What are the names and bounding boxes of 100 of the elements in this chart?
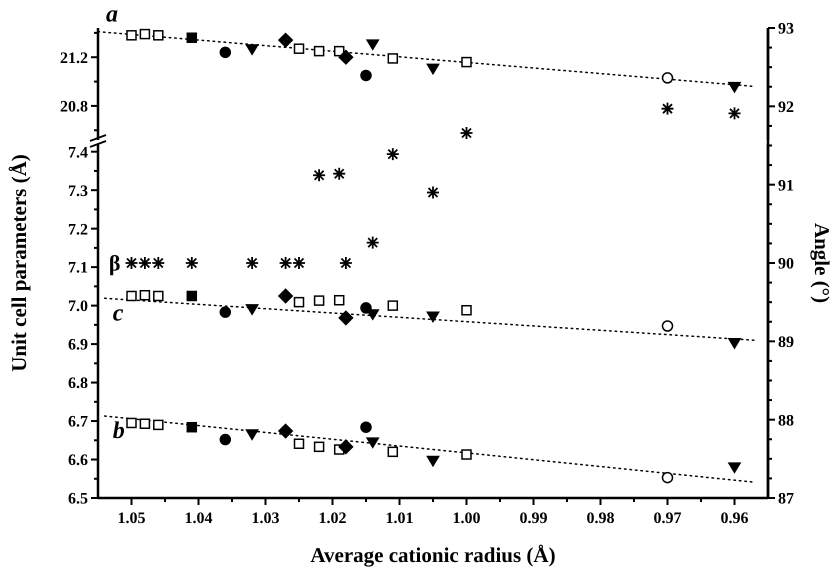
point bbox=[153, 420, 164, 430]
x-axis-title: Average cationic radius (Å) bbox=[310, 543, 556, 567]
x-tick-label: 1.04 bbox=[184, 510, 212, 527]
x-tick-label: 0.98 bbox=[586, 510, 614, 527]
y2-axis-title: Angle (°) bbox=[810, 222, 834, 304]
x-tick-label: 1.00 bbox=[452, 510, 480, 527]
point bbox=[426, 186, 440, 200]
point bbox=[360, 421, 372, 433]
y2-tick-label: 92 bbox=[778, 98, 794, 116]
x-tick-label: 0.99 bbox=[520, 510, 548, 527]
point bbox=[278, 256, 292, 270]
point bbox=[140, 290, 150, 300]
point bbox=[312, 168, 326, 182]
point bbox=[386, 147, 400, 162]
series-label: c bbox=[112, 300, 124, 326]
point bbox=[220, 306, 232, 318]
point bbox=[461, 304, 472, 316]
point bbox=[332, 166, 346, 181]
point bbox=[338, 439, 354, 454]
point bbox=[153, 290, 164, 302]
y2-tick-label: 89 bbox=[778, 334, 794, 351]
point bbox=[662, 72, 674, 84]
point bbox=[338, 310, 354, 326]
point bbox=[220, 434, 232, 446]
point bbox=[314, 295, 324, 306]
y-tick-label: 7.2 bbox=[68, 221, 88, 238]
point bbox=[140, 418, 150, 429]
y-tick-label: 7.4 bbox=[68, 144, 88, 162]
point bbox=[153, 30, 164, 41]
point bbox=[140, 28, 150, 40]
point bbox=[126, 418, 137, 428]
point bbox=[246, 44, 259, 56]
y-tick-label: 6.7 bbox=[68, 414, 88, 431]
point bbox=[314, 442, 324, 452]
point bbox=[186, 290, 198, 302]
point bbox=[461, 56, 472, 68]
point bbox=[138, 256, 152, 270]
point bbox=[426, 64, 440, 75]
y2-tick-label: 87 bbox=[778, 490, 794, 508]
point bbox=[388, 53, 398, 64]
point bbox=[426, 456, 440, 467]
y-tick-label: 7.0 bbox=[68, 298, 88, 316]
x-tick-label: 1.01 bbox=[386, 510, 414, 527]
y-tick-label: 7.3 bbox=[68, 182, 88, 200]
y-tick-label: 7.1 bbox=[68, 260, 88, 277]
series-label: b bbox=[112, 418, 125, 444]
x-tick-label: 0.97 bbox=[654, 510, 682, 527]
point bbox=[184, 256, 199, 270]
point bbox=[728, 462, 741, 474]
point bbox=[366, 39, 380, 50]
y2-tick-label: 93 bbox=[778, 20, 794, 38]
point bbox=[660, 102, 674, 116]
point bbox=[186, 422, 198, 432]
x-tick-label: 1.03 bbox=[252, 510, 280, 527]
y-tick-label: 20.8 bbox=[60, 98, 88, 116]
y-axis-title: Unit cell parameters (Å) bbox=[7, 154, 31, 372]
y-tick-label: 21.2 bbox=[60, 50, 88, 67]
point bbox=[151, 256, 166, 270]
y-tick-label: 6.6 bbox=[68, 452, 88, 470]
y2-tick-label: 88 bbox=[778, 412, 794, 430]
point bbox=[460, 126, 474, 140]
point bbox=[366, 309, 380, 320]
y2-tick-label: 90 bbox=[778, 256, 794, 273]
point bbox=[366, 437, 380, 448]
y-tick-label: 6.8 bbox=[68, 375, 88, 392]
point bbox=[461, 449, 472, 460]
point bbox=[278, 288, 294, 304]
y-tick-label: 6.9 bbox=[68, 336, 88, 354]
point bbox=[314, 46, 324, 56]
x-tick-label: 1.02 bbox=[318, 510, 346, 527]
x-tick-label: 1.05 bbox=[118, 510, 146, 527]
point bbox=[426, 312, 440, 322]
y2-tick-label: 91 bbox=[778, 177, 794, 194]
point bbox=[126, 30, 137, 41]
point bbox=[728, 82, 741, 93]
point bbox=[246, 429, 259, 440]
point bbox=[292, 256, 306, 270]
point bbox=[388, 446, 398, 458]
point bbox=[338, 50, 354, 65]
point bbox=[294, 296, 304, 308]
point bbox=[245, 256, 259, 270]
point bbox=[124, 256, 138, 270]
series-label: a bbox=[106, 2, 118, 28]
point bbox=[388, 300, 398, 311]
point bbox=[294, 438, 304, 449]
point bbox=[220, 46, 232, 58]
point bbox=[728, 338, 741, 350]
y-tick-label: 6.5 bbox=[68, 490, 88, 508]
point bbox=[662, 472, 674, 484]
point bbox=[728, 106, 742, 120]
point bbox=[126, 290, 137, 302]
x-tick-label: 0.96 bbox=[720, 510, 748, 527]
point bbox=[662, 320, 674, 332]
point bbox=[294, 43, 304, 54]
point bbox=[278, 32, 294, 48]
point bbox=[334, 294, 344, 306]
point bbox=[360, 70, 372, 82]
point bbox=[186, 32, 198, 43]
series-label: β bbox=[108, 250, 120, 276]
point bbox=[278, 424, 294, 439]
